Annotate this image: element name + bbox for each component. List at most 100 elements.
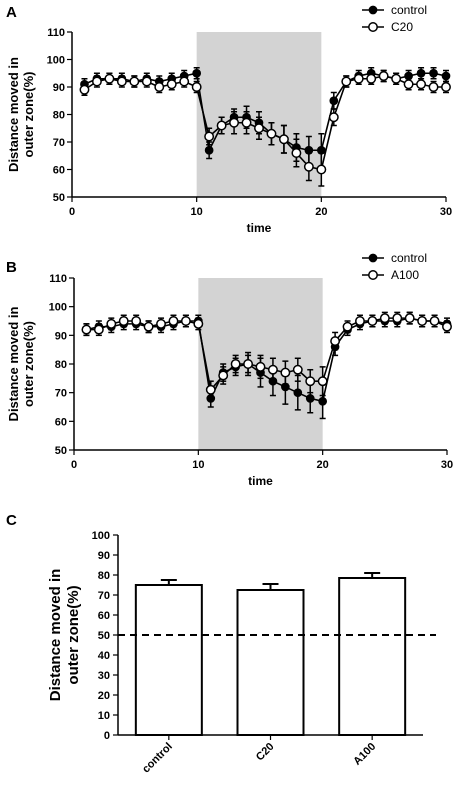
panel-letter: B [6,259,17,276]
data-point [168,316,179,326]
legend-label: A100 [391,268,419,282]
data-point [143,321,154,332]
x-tick-label: 20 [317,459,329,471]
x-tick-label: A100 [351,741,378,768]
y-tick-label: 90 [98,550,110,562]
data-point [93,324,104,335]
data-point [341,76,352,87]
x-tick-label: control [140,741,175,776]
y-tick-label: 10 [98,710,110,722]
legend: control A100 [362,251,427,282]
data-point [391,73,402,84]
data-point [303,161,314,172]
y-tick-label: 60 [98,610,110,622]
y-axis-label-line: outer zone(%) [21,72,36,158]
y-axis-label: Distance moved inouter zone(%) [6,307,36,422]
bar-control [134,584,203,736]
y-tick-label: 40 [98,650,110,662]
x-axis-label: time [248,474,273,488]
legend: control C20 [362,3,427,34]
data-point [416,79,427,90]
y-tick-label: 20 [98,690,110,702]
data-point [355,316,365,326]
panel-letter: C [6,512,17,529]
legend-label: control [391,3,427,17]
data-point [255,361,266,372]
y-tick-label: 80 [53,110,65,122]
data-point [254,123,264,134]
legend-marker [368,5,378,15]
data-point [191,82,202,92]
y-axis-label-line: outer zone(%) [21,321,36,407]
y-tick-label: 110 [47,27,65,39]
data-point [241,117,252,128]
y-tick-label: 80 [98,570,110,582]
data-point [131,316,142,326]
data-point [318,396,328,406]
y-tick-label: 90 [53,82,65,94]
data-point [218,370,229,381]
data-point [403,79,414,90]
legend-marker [368,253,378,263]
data-point [192,68,202,78]
y-tick-label: 90 [55,330,67,342]
data-point [243,359,254,369]
y-tick-label: 100 [49,302,67,314]
data-point [204,131,215,142]
data-point [156,318,166,329]
bar-A100 [338,577,407,736]
y-tick-label: 50 [55,445,67,457]
data-point [416,68,426,78]
data-point [81,324,92,335]
x-tick-label: 30 [440,206,452,218]
data-point [328,112,339,123]
data-point [305,394,315,403]
x-axis-label: time [247,221,272,235]
series-A100 [81,311,452,400]
data-point [367,316,378,326]
x-tick-label: 20 [315,206,327,218]
y-tick-label: 100 [47,55,65,67]
data-point [293,388,303,398]
data-point [329,96,339,106]
x-tick-label: C20 [254,741,277,764]
data-point [392,313,403,324]
y-axis-label: Distance moved inouter zone(%) [6,57,36,172]
y-tick-label: 60 [55,416,67,428]
data-point [353,73,364,84]
data-point [441,71,451,81]
data-point [216,120,227,131]
y-tick-label: 70 [98,590,110,602]
y-axis-label-line: Distance moved in [6,57,21,172]
data-point [291,148,302,158]
data-point [193,318,204,329]
panel-B: B 50 60 70 80 90 100 110 0 10 20 30 time Distance mov… [6,251,453,488]
y-axis-label-line: outer zone(%) [65,585,82,684]
panel-letter: A [6,4,17,21]
data-point [278,134,289,145]
data-point [154,82,165,92]
y-tick-label: 50 [53,192,65,204]
legend-label: C20 [391,20,413,34]
panel-A: A 50 60 70 80 90 100 110 0 10 20 30 time Distance mov… [6,3,452,235]
y-axis-label-line: Distance moved in [6,307,21,422]
series-C20 [79,69,451,187]
legend-marker [368,22,378,32]
x-tick-label: 10 [191,206,203,218]
data-point [317,376,328,387]
data-point [166,79,177,90]
bar-C20 [236,589,305,736]
data-point [267,364,278,375]
data-point [106,318,117,329]
x-tick-label: 0 [69,206,75,218]
y-tick-label: 70 [53,137,65,149]
data-point [79,84,90,95]
y-tick-label: 110 [49,273,67,285]
data-point [378,71,389,81]
x-tick-label: 0 [71,459,77,471]
data-point [141,76,152,87]
data-point [379,313,390,324]
data-point [442,321,452,332]
x-tick-label: 10 [192,459,204,471]
legend-label: control [391,251,427,265]
